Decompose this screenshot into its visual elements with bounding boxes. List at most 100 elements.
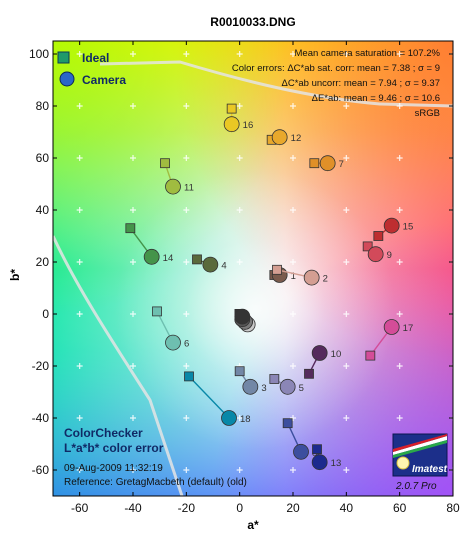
grid-mark bbox=[236, 415, 243, 421]
legend-ideal-label: Ideal bbox=[82, 51, 109, 65]
y-tick-label: -20 bbox=[32, 359, 50, 373]
logo-sun-icon bbox=[396, 456, 410, 470]
legend-camera-marker bbox=[59, 71, 75, 87]
legend: Ideal Camera bbox=[57, 51, 126, 87]
grid-mark bbox=[343, 103, 350, 109]
patch-label-16: 16 bbox=[243, 120, 254, 131]
grid-mark bbox=[76, 415, 83, 421]
grid-mark bbox=[343, 415, 350, 421]
grid-mark bbox=[183, 311, 190, 317]
camera-point-10 bbox=[311, 345, 328, 361]
reference-text: Reference: GretagMacbeth (default) (old) bbox=[64, 477, 247, 488]
grid-mark bbox=[396, 51, 403, 57]
patch-label-3: 3 bbox=[261, 383, 266, 394]
grid-mark bbox=[130, 467, 136, 473]
y-tick-label: 60 bbox=[36, 151, 50, 165]
camera-point-7 bbox=[319, 155, 336, 172]
data-layer: 123456789101112131415161718 bbox=[125, 103, 413, 471]
grid-mark bbox=[236, 51, 243, 57]
grid-mark bbox=[76, 207, 83, 213]
grid-mark bbox=[343, 259, 350, 265]
chart-title: R0010033.DNG bbox=[210, 15, 295, 29]
grid-mark bbox=[236, 155, 243, 161]
plot-area: 123456789101112131415161718 bbox=[53, 41, 453, 496]
camera-point-13 bbox=[311, 454, 328, 471]
stats-block: Mean camera saturation = 107.2% Color er… bbox=[232, 48, 441, 119]
camera-point-12 bbox=[271, 129, 288, 146]
grid-mark bbox=[396, 311, 403, 317]
grid-mark bbox=[130, 155, 136, 161]
grid-mark bbox=[343, 155, 350, 161]
grid-mark bbox=[76, 51, 83, 57]
grid-mark bbox=[76, 259, 83, 265]
grid-mark bbox=[343, 363, 350, 369]
patch-label-4: 4 bbox=[221, 261, 226, 272]
patch-label-5: 5 bbox=[299, 383, 304, 394]
camera-point-18 bbox=[221, 410, 237, 426]
y-tick-label: -40 bbox=[32, 411, 50, 425]
ideal-point-8 bbox=[282, 418, 293, 429]
y-tick-label: 100 bbox=[29, 47, 49, 61]
grid-mark bbox=[396, 207, 403, 213]
grid-mark bbox=[130, 259, 136, 265]
grid-mark bbox=[183, 51, 190, 57]
grid-mark bbox=[76, 311, 83, 317]
grid-mark bbox=[130, 51, 136, 57]
stat-color-space: sRGB bbox=[415, 108, 440, 119]
plot-frame bbox=[52, 40, 454, 497]
ideal-point-16 bbox=[226, 103, 237, 114]
stat-mean-saturation: Mean camera saturation = 107.2% bbox=[295, 48, 441, 59]
logo-stripe-white bbox=[393, 436, 447, 455]
grid-mark bbox=[183, 259, 190, 265]
patch-label-2: 2 bbox=[323, 274, 328, 285]
camera-point-17 bbox=[383, 319, 400, 335]
grid-mark bbox=[236, 207, 243, 213]
stat-delta-e: ΔE*ab: mean = 9.46 ; σ = 10.6 bbox=[312, 93, 440, 104]
y-axis-label-group: b* bbox=[8, 269, 22, 281]
ideal-point-3 bbox=[234, 366, 245, 377]
caption-lab-error: L*a*b* color error bbox=[64, 441, 164, 455]
grid-mark bbox=[290, 155, 296, 161]
grid-mark bbox=[290, 103, 296, 109]
patch-label-10: 10 bbox=[331, 349, 342, 360]
ideal-point-17 bbox=[365, 350, 376, 361]
x-tick-label: -40 bbox=[124, 501, 142, 515]
grid-mark bbox=[76, 103, 83, 109]
ideal-point-4 bbox=[192, 254, 202, 265]
tick-layer: -60 -40 -20 0 20 40 60 80 -60 -40 -20 0 20 40 60 80 100 bbox=[29, 41, 460, 515]
patch-label-13: 13 bbox=[331, 458, 342, 469]
grid-mark bbox=[396, 259, 403, 265]
grid-mark bbox=[130, 311, 136, 317]
caption-colorchecker: ColorChecker bbox=[64, 426, 143, 440]
camera-point-5 bbox=[279, 378, 296, 395]
ideal-point-2 bbox=[272, 264, 282, 275]
ideal-point-6 bbox=[152, 306, 162, 317]
grid-mark bbox=[183, 363, 190, 369]
grid-mark bbox=[183, 467, 190, 473]
grid-mark bbox=[290, 311, 296, 317]
version-label: 2.0.7 Pro bbox=[395, 481, 437, 492]
x-tick-label: 20 bbox=[286, 501, 300, 515]
grid-mark bbox=[290, 259, 296, 265]
grid-mark bbox=[396, 363, 403, 369]
stat-delta-c-sat-corr: Color errors: ΔC*ab sat. corr: mean = 7.… bbox=[232, 63, 440, 74]
grid-mark bbox=[343, 467, 350, 473]
timestamp: 09-Aug-2009 11:32:19 bbox=[64, 463, 163, 474]
patch-label-18: 18 bbox=[240, 414, 251, 425]
patch-label-11: 11 bbox=[184, 183, 194, 194]
chart-title-group: R0010033.DNG bbox=[210, 15, 295, 29]
logo-stripe-green bbox=[393, 440, 447, 458]
x-tick-label: 40 bbox=[340, 501, 354, 515]
ideal-point-7 bbox=[309, 158, 320, 169]
ideal-point-13 bbox=[312, 444, 322, 455]
camera-point-16 bbox=[223, 116, 240, 133]
y-axis-label: b* bbox=[8, 269, 22, 281]
grid-mark bbox=[130, 103, 136, 109]
patch-label-14: 14 bbox=[163, 253, 174, 264]
x-axis-label-group: a* bbox=[247, 518, 259, 532]
grid-mark bbox=[183, 155, 190, 161]
grid-mark bbox=[290, 51, 296, 57]
stat-delta-c-uncorr: ΔC*ab uncorr: mean = 7.94 ; σ = 9.37 bbox=[282, 78, 441, 89]
grid-mark bbox=[76, 467, 83, 473]
ideal-point-14 bbox=[125, 223, 136, 234]
